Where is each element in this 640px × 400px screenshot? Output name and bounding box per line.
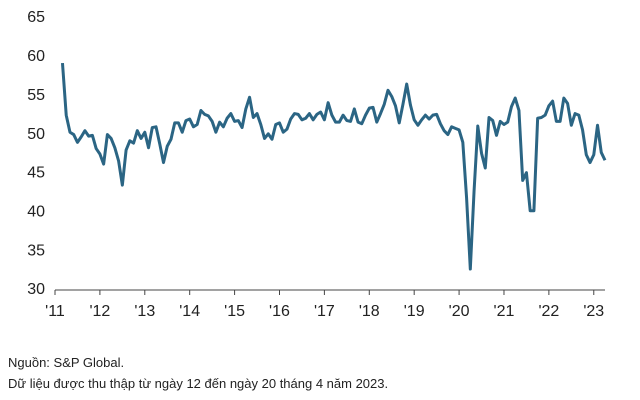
y-tick-label: 30 — [27, 281, 45, 298]
x-tick-label: '20 — [449, 303, 470, 320]
x-tick-label: '21 — [494, 303, 515, 320]
y-tick-label: 60 — [27, 48, 45, 65]
x-tick-label: '13 — [134, 303, 155, 320]
pmi-line — [60, 62, 607, 271]
y-tick-label: 65 — [27, 9, 45, 26]
y-tick-label: 35 — [27, 242, 45, 259]
x-tick-label: '16 — [269, 303, 290, 320]
x-tick-label: '19 — [404, 303, 425, 320]
y-tick-label: 45 — [27, 165, 45, 182]
x-tick-label: '14 — [179, 303, 200, 320]
x-tick-label: '11 — [45, 303, 65, 320]
source-note: Nguồn: S&P Global. — [8, 355, 125, 370]
x-tick-label: '17 — [314, 303, 335, 320]
y-tick-label: 40 — [27, 204, 45, 221]
y-tick-label: 50 — [27, 126, 45, 143]
collection-note: Dữ liệu được thu thập từ ngày 12 đến ngà… — [8, 376, 389, 391]
x-tick-label: '22 — [538, 303, 559, 320]
x-tick-label: '12 — [89, 303, 110, 320]
chart: 30 35 40 45 50 55 60 65 '11 '12 '13 '14 '15 '16 '17 '18… — [27, 9, 607, 320]
y-tick-label: 55 — [27, 87, 45, 104]
x-tick-label: '15 — [224, 303, 245, 320]
x-tick-label: '23 — [583, 303, 604, 320]
x-tick-label: '18 — [359, 303, 380, 320]
